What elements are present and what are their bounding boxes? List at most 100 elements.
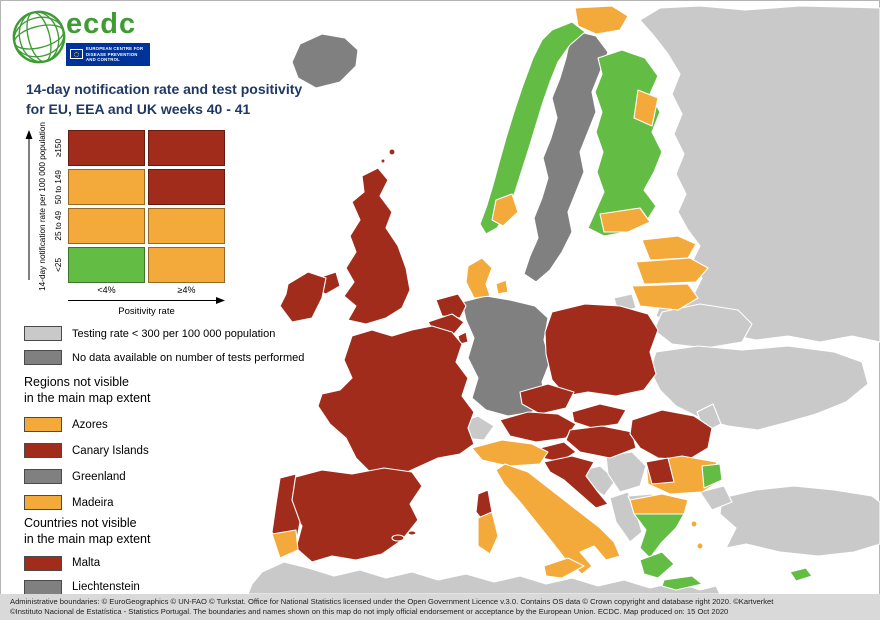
row-label-25-49: 25 to 49 [54,211,63,241]
region-slovakia [571,403,627,429]
region-sardinia [477,511,499,555]
region-denmark-island [495,279,509,295]
ecdc-banner-line-1: EUROPEAN CENTRE FOR [86,46,144,51]
row-label-50-149: 50 to 149 [54,169,63,205]
region-sweden [523,29,609,283]
region-romania [629,409,713,461]
region-albania [609,491,643,543]
y-axis-label-wrap: 14-day notification rate per 100 000 pop… [36,122,49,291]
ecdc-globe-icon [12,10,66,64]
region-shetland-2 [380,158,386,164]
region-finland-south [599,207,651,233]
matrix-cell-r1c1 [148,169,225,205]
no-data-swatch [24,350,62,365]
region-finland [587,49,663,237]
y-axis-arrow-icon [25,130,33,280]
regions-heading: Regions not visible in the main map exte… [24,375,314,406]
region-austria [499,411,577,443]
region-latvia [635,257,709,285]
region-uk [343,167,411,325]
row-label-150plus: ≥150 [54,138,63,158]
europe-map [247,5,880,594]
region-cyprus [789,567,813,582]
liechtenstein-swatch [24,579,62,595]
ecdc-banner-line-2: DISEASE PREVENTION [86,51,138,57]
greenland-swatch [24,469,62,485]
region-crete [661,575,703,591]
region-peloponnese [639,551,675,579]
footer-line-2: ©Instituto Nacional de Estatística - Sta… [10,607,729,617]
liechtenstein-label: Liechtenstein [72,581,140,593]
region-finland-northeast [633,89,659,127]
region-norway-finnmark [574,5,629,35]
region-sicily [543,557,585,579]
legend-panel: 14-day notification rate per 100 000 pop… [24,122,314,595]
eu-flag-icon [70,49,83,60]
testing-rate-label: Testing rate < 300 per 100 000 populatio… [72,327,276,340]
ecdc-banner: EUROPEAN CENTRE FOR DISEASE PREVENTION A… [66,43,150,66]
ecdc-logo-text: ecdc EUROPEAN CENTRE FOR DISEASE PREVENT… [66,8,150,66]
region-balearic-2 [407,530,417,536]
matrix-row-labels: ≥150 50 to 149 25 to 49 <25 [51,130,66,283]
region-portugal-south [271,529,299,559]
region-bulgaria-coast [701,463,723,489]
no-data-label: No data available on number of tests per… [72,351,305,364]
region-norway-oslo [491,193,519,227]
region-czechia [519,383,575,415]
region-serbia [605,451,647,493]
region-lithuania [631,283,699,311]
regions-heading-line-2: in the main map extent [24,390,151,405]
matrix-cell-r0c1 [148,130,225,166]
row-label-under25: <25 [54,258,63,272]
matrix-cell-r3c1 [148,247,225,283]
greenland-label: Greenland [72,470,126,483]
matrix-grid [68,130,225,283]
region-greece-north [629,493,689,515]
azores-label: Azores [72,418,108,431]
countries-heading-line-1: Countries not visible [24,516,137,531]
malta-label: Malta [72,557,101,569]
map-title-line-1: 14-day notification rate and test positi… [26,81,303,97]
footer: Administrative boundaries: © EuroGeograp… [0,594,880,620]
region-italy [495,463,621,575]
region-netherlands [435,293,467,319]
regions-heading-line-1: Regions not visible [24,375,129,389]
madeira-swatch [24,495,62,511]
azores-swatch [24,417,62,433]
region-estonia [641,235,697,261]
ecdc-wordmark: ecdc [66,8,137,40]
region-turkey-thrace [699,485,733,511]
region-aegean-1 [690,520,698,528]
matrix-cell-r2c0 [68,208,145,244]
y-axis-label: 14-day notification rate per 100 000 pop… [38,122,47,291]
x-axis-arrow-icon [68,297,225,304]
footer-line-1: Administrative boundaries: © EuroGeograp… [10,597,774,606]
legend-item-liechtenstein: Liechtenstein [24,579,314,595]
x-axis-col-labels: <4% ≥4% [68,285,225,295]
region-ireland [279,271,327,323]
madeira-label: Madeira [72,496,114,509]
legend-no-data: No data available on number of tests per… [24,350,314,365]
region-denmark [465,257,493,299]
region-croatia [543,455,609,509]
testing-rate-swatch [24,326,62,341]
ecdc-logo: ecdc EUROPEAN CENTRE FOR DISEASE PREVENT… [10,8,150,66]
region-bulgaria-west [645,457,675,485]
legend-matrix: 14-day notification rate per 100 000 pop… [24,122,314,291]
region-poland [544,303,659,397]
canary-islands-label: Canary Islands [72,444,149,457]
ecdc-banner-text: EUROPEAN CENTRE FOR DISEASE PREVENTION A… [86,46,143,63]
canary-islands-swatch [24,443,62,459]
region-hungary [565,425,637,459]
matrix-cell-r1c0 [68,169,145,205]
legend-item-malta: Malta [24,555,314,571]
col-label-4plus: ≥4% [177,285,196,295]
legend-item-azores: Azores [24,417,314,433]
region-iceland [291,33,359,89]
matrix-cell-r2c1 [148,208,225,244]
region-balearic-1 [391,534,405,542]
map-title-line-2: for EU, EEA and UK weeks 40 - 41 [26,100,251,117]
region-shetland [388,148,396,156]
col-label-under4: <4% [97,285,116,295]
